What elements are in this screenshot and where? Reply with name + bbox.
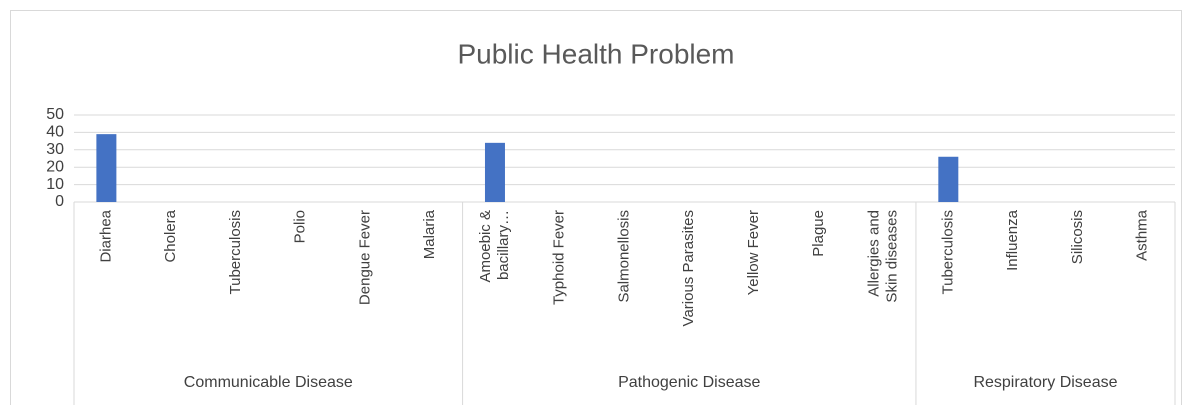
x-tick-label: Polio — [292, 210, 309, 243]
x-tick-label: Tuberculosis — [939, 210, 956, 294]
x-tick-label: Amoebic &bacillary… — [477, 210, 512, 283]
x-tick-label: Allergies andSkin diseases — [866, 210, 901, 303]
y-tick-label: 30 — [46, 141, 64, 158]
chart-title: Public Health Problem — [457, 38, 734, 69]
chart-border — [10, 10, 1182, 405]
group-label: Respiratory Disease — [973, 374, 1117, 391]
y-tick-label: 0 — [55, 193, 64, 210]
bar — [96, 134, 117, 202]
x-tick-label: Diarhea — [97, 209, 114, 262]
x-tick-label: Malaria — [421, 209, 438, 259]
x-tick-label: Yellow Fever — [745, 210, 762, 295]
x-tick-label: Various Parasites — [680, 210, 697, 326]
x-tick-label: Tuberculosis — [227, 210, 244, 294]
bar — [484, 142, 505, 202]
x-tick-label: Influenza — [1004, 209, 1021, 271]
x-tick-label: Plague — [810, 210, 827, 257]
x-tick-label: Silicosis — [1069, 210, 1086, 264]
bar — [938, 156, 959, 202]
y-tick-label: 10 — [46, 176, 64, 193]
x-tick-label: Asthma — [1134, 209, 1151, 261]
x-tick-label: Cholera — [162, 209, 179, 262]
y-tick-label: 50 — [46, 106, 64, 123]
y-tick-label: 40 — [46, 124, 64, 141]
group-label: Communicable Disease — [184, 374, 353, 391]
x-tick-label: Typhoid Fever — [551, 210, 568, 305]
group-label: Pathogenic Disease — [618, 374, 760, 391]
x-tick-label: Salmonellosis — [615, 210, 632, 303]
y-tick-label: 20 — [46, 158, 64, 175]
x-tick-label: Dengue Fever — [356, 210, 373, 305]
